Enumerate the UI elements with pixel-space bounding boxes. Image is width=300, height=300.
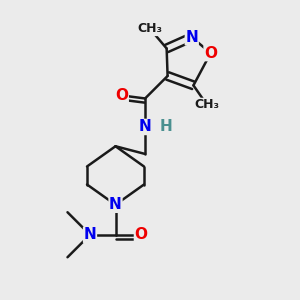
Text: O: O <box>134 227 148 242</box>
Text: N: N <box>185 30 198 45</box>
Text: CH₃: CH₃ <box>194 98 220 111</box>
Text: O: O <box>115 88 128 103</box>
Text: N: N <box>84 227 96 242</box>
Text: CH₃: CH₃ <box>138 22 163 35</box>
Text: O: O <box>204 46 217 61</box>
Text: N: N <box>139 119 152 134</box>
Text: N: N <box>109 197 122 212</box>
Text: H: H <box>160 119 172 134</box>
